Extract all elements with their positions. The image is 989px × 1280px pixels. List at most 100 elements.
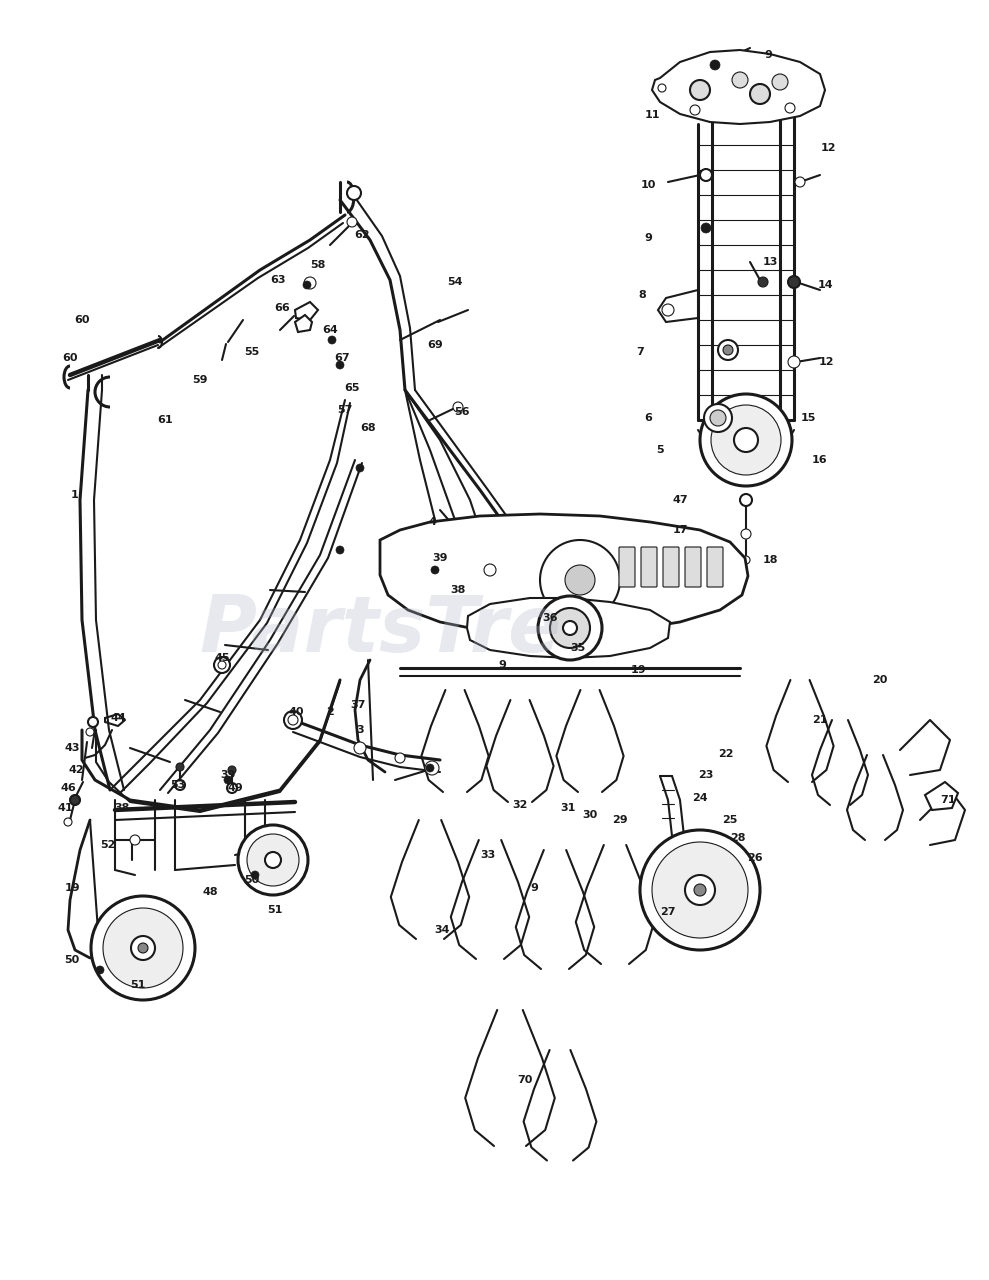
Text: 24: 24 — [692, 794, 708, 803]
Text: 60: 60 — [74, 315, 90, 325]
Circle shape — [238, 826, 308, 895]
Text: 52: 52 — [100, 840, 116, 850]
Text: 26: 26 — [747, 852, 763, 863]
Circle shape — [741, 529, 751, 539]
Text: PartsTre: PartsTre — [199, 591, 561, 668]
Text: 60: 60 — [62, 353, 78, 364]
Text: 45: 45 — [215, 653, 229, 663]
Text: 70: 70 — [517, 1075, 533, 1085]
Circle shape — [538, 596, 602, 660]
Text: 9: 9 — [530, 883, 538, 893]
Text: 42: 42 — [68, 765, 84, 774]
Circle shape — [431, 566, 439, 573]
Text: 43: 43 — [64, 742, 80, 753]
Circle shape — [288, 716, 298, 724]
Text: 65: 65 — [344, 383, 360, 393]
Circle shape — [70, 795, 80, 805]
Text: 50: 50 — [64, 955, 80, 965]
Circle shape — [453, 402, 463, 412]
Text: 13: 13 — [763, 257, 777, 268]
Text: 54: 54 — [447, 276, 463, 287]
FancyBboxPatch shape — [685, 547, 701, 588]
Text: 22: 22 — [718, 749, 734, 759]
Circle shape — [785, 102, 795, 113]
Circle shape — [227, 783, 237, 794]
Circle shape — [640, 829, 760, 950]
Circle shape — [426, 764, 434, 772]
Text: 9: 9 — [498, 660, 506, 669]
Text: 23: 23 — [698, 771, 714, 780]
Circle shape — [742, 556, 750, 564]
Circle shape — [175, 780, 185, 790]
Text: 40: 40 — [288, 707, 304, 717]
Text: 71: 71 — [941, 795, 955, 805]
Text: 8: 8 — [638, 291, 646, 300]
Text: 58: 58 — [311, 260, 325, 270]
Text: 56: 56 — [454, 407, 470, 417]
Circle shape — [701, 223, 711, 233]
Circle shape — [86, 728, 94, 736]
Text: 32: 32 — [512, 800, 528, 810]
Polygon shape — [295, 315, 312, 332]
Circle shape — [540, 540, 620, 620]
Circle shape — [88, 717, 98, 727]
Text: 39: 39 — [221, 771, 235, 780]
Circle shape — [356, 465, 364, 472]
Text: 19: 19 — [630, 666, 646, 675]
Text: 34: 34 — [434, 925, 450, 934]
Polygon shape — [658, 291, 698, 323]
Circle shape — [214, 657, 230, 673]
Circle shape — [662, 305, 674, 316]
Text: 9: 9 — [764, 50, 772, 60]
Circle shape — [425, 762, 439, 774]
Circle shape — [700, 169, 712, 180]
Text: 5: 5 — [656, 445, 664, 454]
Text: 66: 66 — [274, 303, 290, 314]
Text: 48: 48 — [202, 887, 218, 897]
Circle shape — [732, 72, 748, 88]
Text: 38: 38 — [450, 585, 466, 595]
Text: 64: 64 — [322, 325, 338, 335]
Polygon shape — [380, 515, 748, 634]
Text: 30: 30 — [583, 810, 597, 820]
Circle shape — [284, 710, 302, 730]
Circle shape — [694, 884, 706, 896]
Text: 35: 35 — [571, 643, 585, 653]
Circle shape — [723, 346, 733, 355]
Text: 67: 67 — [334, 353, 350, 364]
Text: 4: 4 — [428, 517, 436, 527]
Text: 9: 9 — [644, 233, 652, 243]
Circle shape — [658, 84, 666, 92]
Circle shape — [550, 608, 590, 648]
Circle shape — [795, 177, 805, 187]
Circle shape — [710, 410, 726, 426]
Text: 19: 19 — [64, 883, 80, 893]
Text: 31: 31 — [561, 803, 576, 813]
Circle shape — [303, 282, 311, 289]
Text: 50: 50 — [244, 876, 260, 884]
Circle shape — [354, 742, 366, 754]
Text: 10: 10 — [640, 180, 656, 189]
Text: 38: 38 — [115, 803, 130, 813]
Text: 2: 2 — [326, 707, 334, 717]
Circle shape — [788, 276, 800, 288]
Circle shape — [130, 835, 140, 845]
Text: 46: 46 — [60, 783, 76, 794]
Circle shape — [710, 60, 720, 70]
Text: 15: 15 — [800, 413, 816, 422]
Circle shape — [772, 74, 788, 90]
Text: 6: 6 — [644, 413, 652, 422]
Circle shape — [138, 943, 148, 954]
Text: 29: 29 — [612, 815, 628, 826]
Circle shape — [758, 276, 768, 287]
Text: 21: 21 — [812, 716, 828, 724]
Circle shape — [131, 936, 155, 960]
Circle shape — [247, 835, 299, 886]
FancyBboxPatch shape — [707, 547, 723, 588]
Text: 39: 39 — [432, 553, 448, 563]
Text: 12: 12 — [818, 357, 834, 367]
Circle shape — [652, 842, 748, 938]
Circle shape — [690, 105, 700, 115]
FancyBboxPatch shape — [619, 547, 635, 588]
Text: 62: 62 — [354, 230, 370, 241]
